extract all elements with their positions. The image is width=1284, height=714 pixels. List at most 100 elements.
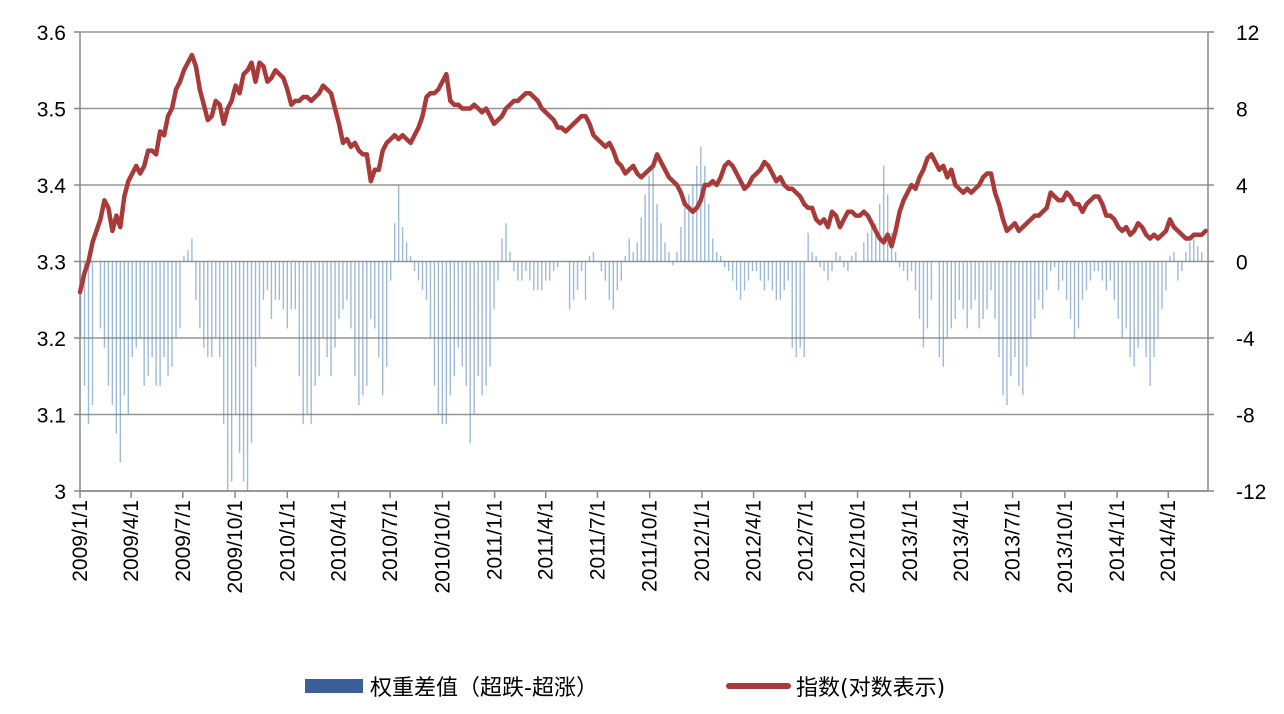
- left-tick-label: 3.2: [37, 328, 66, 351]
- bar: [1045, 261, 1048, 291]
- bar: [549, 261, 551, 281]
- x-tick-label: 2010/7/1: [379, 500, 402, 582]
- bar: [811, 251, 813, 262]
- bar: [831, 261, 833, 272]
- bar: [966, 261, 968, 329]
- bar: [234, 261, 237, 415]
- bar: [835, 251, 837, 262]
- bar: [421, 261, 424, 291]
- bar: [1077, 261, 1080, 329]
- bar: [481, 261, 483, 396]
- x-tick-label: 2013/7/1: [1002, 500, 1025, 582]
- bar: [1069, 261, 1072, 319]
- bar: [219, 261, 221, 358]
- axes: [74, 31, 1214, 498]
- bar: [310, 261, 312, 425]
- bar: [576, 261, 579, 291]
- bar: [425, 261, 428, 300]
- bar: [179, 261, 181, 329]
- bar: [123, 261, 126, 396]
- bar: [767, 261, 770, 281]
- bar: [771, 261, 774, 291]
- bar: [1177, 261, 1179, 281]
- bar: [441, 261, 444, 425]
- bar: [330, 261, 332, 377]
- x-tick-label: 2013/1/1: [899, 500, 922, 582]
- bar: [1133, 261, 1135, 367]
- bar: [799, 261, 801, 348]
- bar: [433, 261, 436, 386]
- bar: [298, 261, 300, 377]
- bar: [1053, 261, 1056, 268]
- x-tick-label: 2013/4/1: [950, 500, 973, 582]
- bar: [135, 261, 137, 348]
- bar: [401, 227, 404, 262]
- bar: [791, 261, 793, 348]
- left-tick-label: 3.5: [37, 99, 66, 122]
- bar: [894, 251, 897, 262]
- bar: [453, 261, 455, 377]
- bar: [449, 261, 452, 396]
- bar: [1185, 251, 1187, 262]
- bar: [910, 261, 913, 272]
- bar: [628, 238, 630, 262]
- bar: [1181, 261, 1183, 272]
- bar: [827, 261, 829, 281]
- bar: [155, 261, 157, 386]
- bar: [1193, 238, 1195, 262]
- bar: [974, 261, 976, 300]
- bar: [954, 261, 956, 319]
- bar: [1201, 251, 1203, 262]
- bar: [652, 165, 654, 262]
- bar: [1073, 261, 1076, 338]
- legend-bar-label: 权重差值（超跌-超涨）: [370, 676, 598, 701]
- bar: [902, 261, 905, 272]
- x-axis-ticks: 2009/1/1 2009/4/1 2009/7/1 2009/10/1 2010/1/…: [69, 500, 1180, 594]
- bar: [1026, 261, 1028, 367]
- right-tick-label: 12: [1236, 22, 1259, 45]
- bar: [886, 194, 889, 262]
- bar: [382, 261, 384, 396]
- x-tick-label: 2011/10/1: [639, 500, 662, 592]
- bar: [175, 261, 177, 338]
- bar: [1129, 261, 1131, 358]
- bar: [787, 261, 789, 281]
- bar: [250, 261, 253, 444]
- bar: [147, 261, 149, 377]
- bar: [1189, 242, 1191, 262]
- bar: [199, 261, 201, 329]
- bar: [350, 261, 352, 329]
- bar: [1141, 261, 1143, 338]
- bar: [115, 261, 118, 434]
- bar: [525, 261, 527, 272]
- bar: [743, 261, 746, 291]
- bar: [1101, 261, 1104, 281]
- bar: [215, 261, 217, 338]
- bar: [990, 261, 992, 291]
- bar: [1057, 261, 1060, 291]
- bar: [1010, 261, 1012, 377]
- bar: [660, 223, 662, 262]
- bar: [978, 261, 980, 329]
- bar: [1081, 261, 1084, 300]
- bar: [616, 261, 619, 291]
- bar: [656, 204, 658, 262]
- left-y-axis-ticks: 3 3.1 3.2 3.3 3.4 3.5 3.6: [37, 22, 67, 504]
- bar: [1022, 261, 1024, 396]
- bar: [318, 261, 320, 377]
- bar: [727, 261, 730, 272]
- bar: [274, 261, 277, 300]
- bar: [183, 255, 185, 262]
- bar: [604, 261, 607, 281]
- bar: [1117, 261, 1119, 319]
- right-tick-label: 0: [1236, 252, 1248, 275]
- bar: [1137, 261, 1139, 348]
- bar: [119, 261, 122, 463]
- bar: [1169, 255, 1171, 262]
- bar: [374, 261, 376, 329]
- bar: [624, 255, 626, 262]
- x-tick-label: 2012/7/1: [794, 500, 817, 582]
- x-tick-label: 2009/7/1: [172, 500, 195, 582]
- bar: [429, 261, 432, 338]
- bar: [485, 261, 487, 386]
